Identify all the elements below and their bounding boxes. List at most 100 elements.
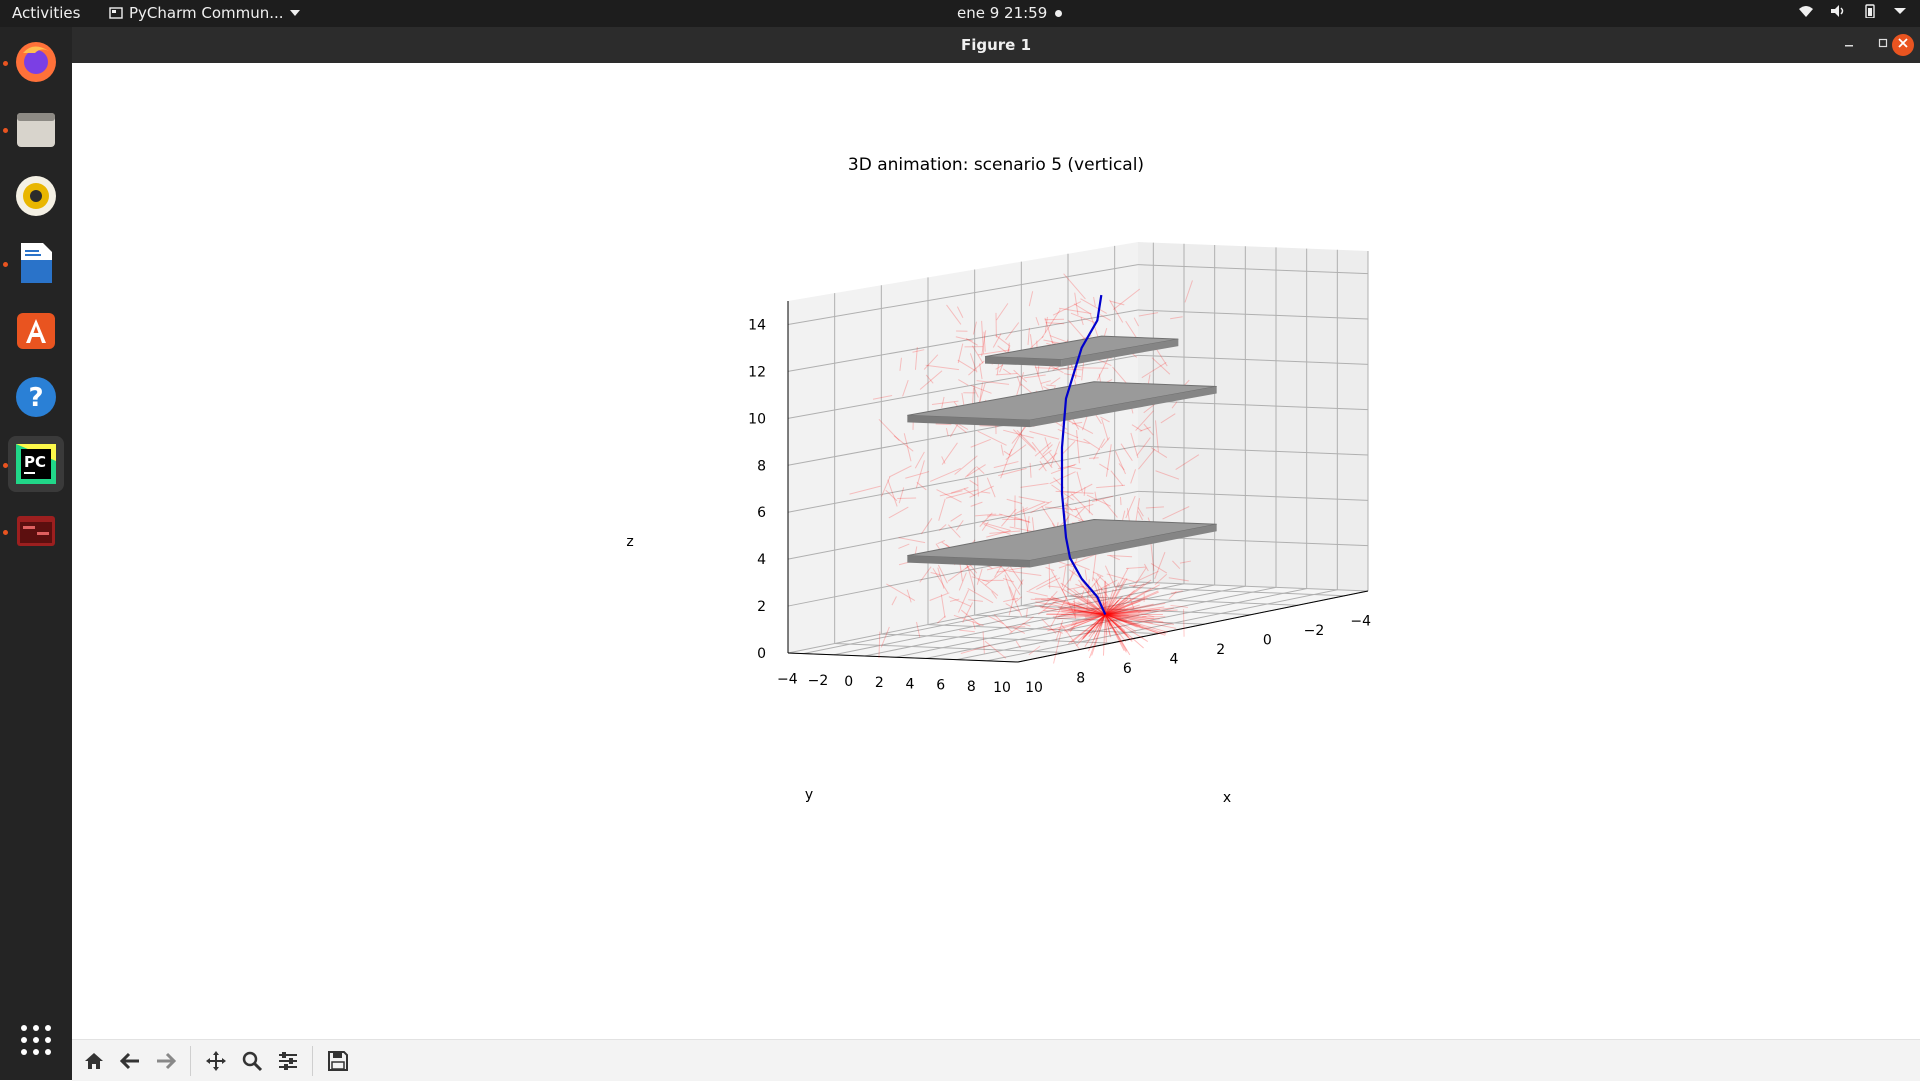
dock-pycharm[interactable]: PC — [8, 436, 64, 492]
dock-files[interactable] — [8, 101, 64, 157]
running-indicator — [3, 128, 8, 133]
toolbar-separator — [190, 1046, 191, 1076]
close-button[interactable] — [1892, 34, 1914, 56]
y-tick-label: 6 — [936, 678, 945, 694]
running-indicator — [3, 463, 8, 468]
minimize-icon — [1844, 38, 1854, 48]
toolbar-separator — [312, 1046, 313, 1076]
running-indicator — [3, 530, 8, 535]
close-icon — [1898, 38, 1908, 48]
z-axis-label: z — [626, 534, 633, 550]
field-arrow — [1041, 600, 1049, 601]
top-bar: Activities PyCharm Commun... ene 9 21:59 — [0, 0, 1920, 27]
z-tick-label: 10 — [748, 411, 766, 427]
maximize-icon — [1878, 38, 1888, 48]
activities-button[interactable]: Activities — [12, 4, 80, 22]
system-tray[interactable] — [1798, 4, 1906, 18]
system-menu-chevron-icon — [1894, 7, 1906, 15]
x-axis-label: x — [1223, 790, 1231, 806]
z-tick-label: 2 — [757, 599, 766, 615]
dock-help[interactable]: ? — [8, 369, 64, 425]
volume-icon — [1830, 4, 1846, 18]
svg-text:?: ? — [28, 383, 43, 413]
clock[interactable]: ene 9 21:59 — [957, 4, 1062, 22]
clock-text: ene 9 21:59 — [957, 4, 1047, 22]
plot-3d-axes[interactable]: 0 2 4 6 8 10 12 14 −4 −2 0 2 4 6 8 10 10 8 6 4 2 0 −2 −4 z y x — [72, 63, 1920, 1039]
forward-button[interactable] — [152, 1047, 180, 1075]
chevron-down-icon — [290, 9, 300, 17]
y-tick-label: 10 — [993, 680, 1011, 696]
save-icon — [327, 1050, 349, 1072]
field-arrow — [1184, 609, 1185, 637]
home-icon — [83, 1050, 105, 1072]
wifi-icon — [1798, 4, 1814, 18]
dock-firefox[interactable] — [8, 34, 64, 90]
x-tick-label: 2 — [1216, 642, 1225, 658]
pan-button[interactable] — [202, 1047, 230, 1075]
minimize-button[interactable] — [1838, 34, 1860, 56]
configure-icon — [277, 1050, 299, 1072]
help-icon: ? — [13, 374, 59, 420]
z-tick-label: 8 — [757, 458, 766, 474]
app-menu-label: PyCharm Commun... — [129, 4, 284, 22]
show-applications-button[interactable] — [8, 1012, 64, 1068]
field-arrow — [1120, 497, 1121, 505]
dock-rhythmbox[interactable] — [8, 168, 64, 224]
files-icon — [13, 106, 59, 152]
z-tick-label: 4 — [757, 552, 766, 568]
y-axis-label: y — [805, 787, 813, 803]
software-center-icon — [13, 307, 59, 353]
zoom-button[interactable] — [238, 1047, 266, 1075]
forward-icon — [155, 1050, 177, 1072]
y-tick-label: −2 — [808, 673, 829, 689]
y-tick-label: 4 — [906, 676, 915, 692]
home-button[interactable] — [80, 1047, 108, 1075]
window-titlebar: Figure 1 — [72, 27, 1920, 63]
writer-icon — [13, 240, 59, 286]
x-tick-label: 0 — [1263, 633, 1272, 649]
z-tick-label: 0 — [757, 646, 766, 662]
matplotlib-toolbar — [72, 1039, 1920, 1081]
y-tick-label: 0 — [844, 674, 853, 690]
x-tick-label: 8 — [1076, 671, 1085, 687]
x-tick-label: 10 — [1025, 680, 1043, 696]
x-tick-label: 4 — [1170, 652, 1179, 668]
rhythmbox-icon — [13, 173, 59, 219]
app-menu[interactable]: PyCharm Commun... — [109, 4, 300, 22]
back-icon — [119, 1050, 141, 1072]
configure-button[interactable] — [274, 1047, 302, 1075]
dock-writer[interactable] — [8, 235, 64, 291]
dock: ? PC — [0, 27, 72, 1080]
apps-grid-icon — [19, 1023, 53, 1057]
pycharm-icon: PC — [13, 441, 59, 487]
running-indicator — [3, 262, 8, 267]
x-tick-label: −4 — [1350, 614, 1371, 630]
svg-text:PC: PC — [24, 453, 46, 471]
window-title: Figure 1 — [72, 36, 1920, 54]
y-tick-label: −4 — [777, 672, 798, 688]
y-tick-label: 8 — [967, 679, 976, 695]
field-arrow — [1056, 491, 1075, 492]
z-tick-label: 14 — [748, 317, 766, 333]
z-tick-label: 6 — [757, 505, 766, 521]
pan-icon — [205, 1050, 227, 1072]
maximize-button[interactable] — [1872, 34, 1894, 56]
window-icon — [109, 6, 123, 20]
dock-software[interactable] — [8, 302, 64, 358]
z-tick-label: 12 — [748, 364, 766, 380]
notification-dot-icon — [1055, 10, 1062, 17]
back-pane-left — [788, 242, 1138, 653]
battery-icon — [1862, 4, 1878, 18]
running-indicator — [3, 61, 8, 66]
terminal-app-icon — [13, 508, 59, 554]
dock-terminal-app[interactable] — [8, 503, 64, 559]
field-arrow — [936, 424, 952, 425]
save-button[interactable] — [324, 1047, 352, 1075]
y-tick-label: 2 — [875, 675, 884, 691]
zoom-icon — [241, 1050, 263, 1072]
x-tick-label: −2 — [1304, 623, 1325, 639]
firefox-icon — [13, 39, 59, 85]
x-tick-label: 6 — [1123, 661, 1132, 677]
back-button[interactable] — [116, 1047, 144, 1075]
